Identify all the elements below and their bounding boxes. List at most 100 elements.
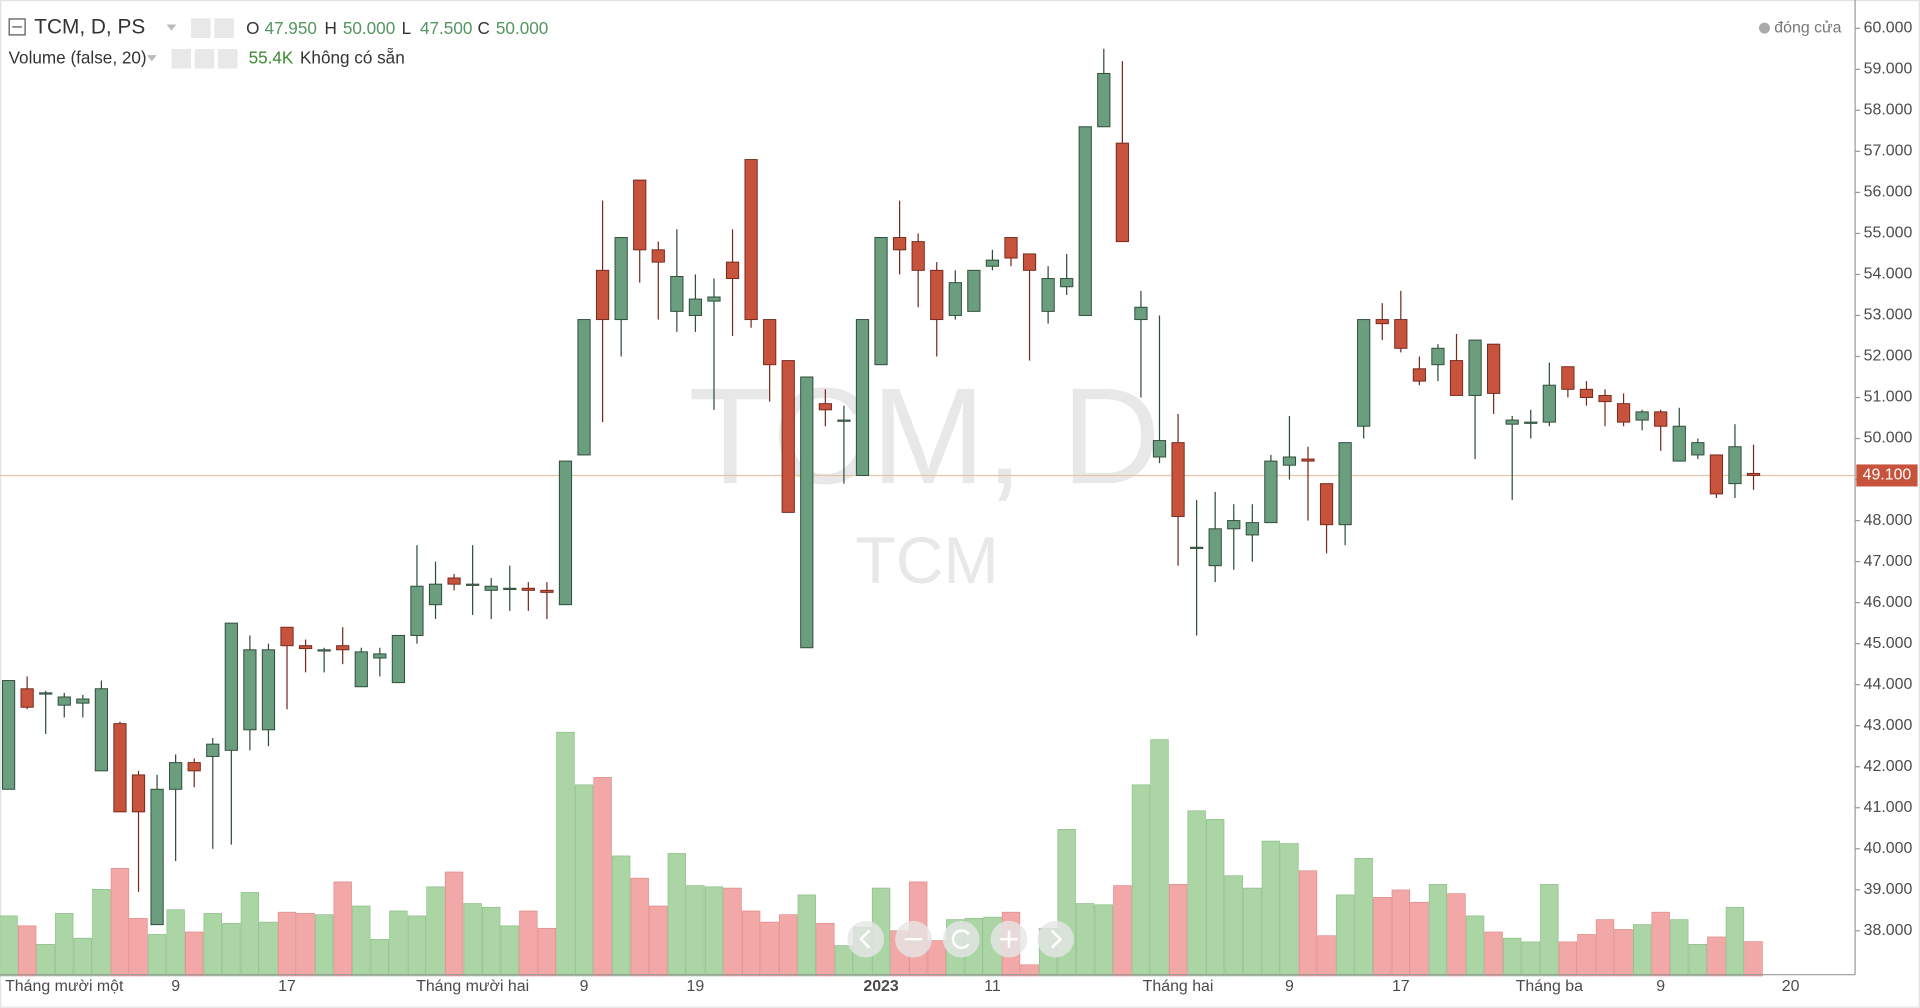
scroll-right[interactable] [1037, 920, 1074, 958]
candle-body [1171, 442, 1185, 517]
icon [1050, 929, 1063, 949]
volume-bar [407, 915, 427, 977]
volume-bar [1447, 893, 1466, 977]
volume-bar [519, 910, 538, 977]
volume-bar [686, 885, 705, 977]
legend-key: C [478, 18, 490, 38]
candle-body [1542, 384, 1556, 423]
volume-bar [1521, 941, 1540, 977]
candle-body [1431, 347, 1445, 366]
candle-body [837, 419, 851, 422]
dropdown[interactable] [146, 55, 157, 62]
watermark-title: TCM, D [688, 360, 1160, 513]
volume-bar [1094, 904, 1113, 977]
candle-body [614, 237, 628, 321]
candle-body [206, 743, 220, 757]
y-tick-label: 42.000 [1864, 758, 1913, 775]
x-tick-label: 20 [1782, 978, 1800, 995]
scroll-left[interactable] [847, 920, 885, 958]
y-tick-label: 53.000 [1864, 307, 1913, 324]
candle-body [150, 788, 164, 926]
dropdown[interactable] [166, 24, 177, 31]
x-tick-label: 17 [1392, 978, 1410, 995]
volume-bar [277, 911, 297, 977]
x-tick-label: 9 [1285, 978, 1294, 995]
x-tick-label: Tháng mười hai [416, 978, 529, 995]
candle-body [298, 645, 313, 650]
candle-body [39, 692, 53, 695]
candle-body [540, 589, 554, 593]
icon [859, 929, 871, 949]
y-tick-label: 40.000 [1864, 840, 1913, 857]
last-price-label: 49.100 [1863, 467, 1912, 484]
scroll-buttons[interactable] [847, 920, 1074, 958]
candle-body [1338, 442, 1352, 526]
candle-body [1654, 411, 1668, 427]
series-name: TCM, D, PS [34, 16, 145, 39]
candle-body [930, 269, 944, 321]
volume-bar [1632, 924, 1652, 977]
candle-body [94, 688, 109, 772]
volume-bar [797, 894, 816, 977]
remove-button[interactable] [217, 48, 238, 69]
candle-body [354, 651, 368, 688]
candle-body [688, 298, 703, 316]
candle-body [1616, 403, 1631, 423]
volume-bar [1113, 885, 1132, 977]
candle-body [1487, 343, 1501, 394]
candle-body [1245, 522, 1259, 536]
candle-body [1097, 72, 1111, 128]
y-tick-label: 55.000 [1864, 225, 1913, 242]
eye-button[interactable] [191, 18, 211, 38]
candle-body [224, 622, 238, 751]
x-tick-label: 9 [1656, 978, 1665, 995]
candle-body [633, 179, 647, 251]
volume-bar [1261, 840, 1281, 977]
volume-bar [816, 922, 835, 977]
candle-body [1709, 454, 1724, 495]
settings-button[interactable] [194, 48, 215, 69]
candle-body [20, 688, 34, 708]
candle-body [428, 583, 443, 606]
candle-body [1505, 419, 1519, 425]
candle-body [744, 159, 758, 321]
candle-body [781, 360, 795, 513]
candle-body [1524, 421, 1538, 424]
volume-bar [1243, 887, 1262, 977]
icon [951, 929, 970, 949]
candle-body [725, 261, 740, 280]
candle-body [484, 585, 498, 591]
volume-bar [1651, 911, 1670, 977]
legend-value: 50.000 [343, 18, 395, 38]
volume-bar [1744, 941, 1763, 977]
volume-bar [537, 927, 557, 977]
candle-body [1394, 319, 1408, 349]
volume-bar [296, 913, 315, 977]
candle-body [317, 649, 331, 652]
candle-body [1227, 520, 1241, 530]
y-tick-label: 54.000 [1864, 266, 1913, 283]
eye-button[interactable] [171, 48, 192, 69]
volume-bar [1206, 819, 1225, 977]
candle-body [1579, 388, 1594, 399]
candle-body [651, 249, 665, 263]
candle-body [1041, 278, 1055, 312]
volume-bar [166, 909, 185, 977]
candle-body [1004, 237, 1018, 259]
candle-body [1190, 546, 1204, 549]
reset[interactable] [942, 920, 980, 958]
volume-bar [222, 922, 241, 977]
candle-body [763, 319, 777, 366]
settings-button[interactable] [214, 18, 234, 38]
candle-body [1115, 142, 1129, 243]
candle-body [131, 774, 146, 813]
volume-bar [1688, 944, 1708, 977]
x-tick-label: 9 [171, 978, 180, 995]
candle-body [1746, 472, 1761, 476]
volume-bar [185, 931, 204, 977]
candle-body [373, 653, 387, 659]
candle-body [187, 762, 201, 772]
volume-bar [1280, 843, 1299, 977]
volume-bar [1465, 915, 1485, 977]
